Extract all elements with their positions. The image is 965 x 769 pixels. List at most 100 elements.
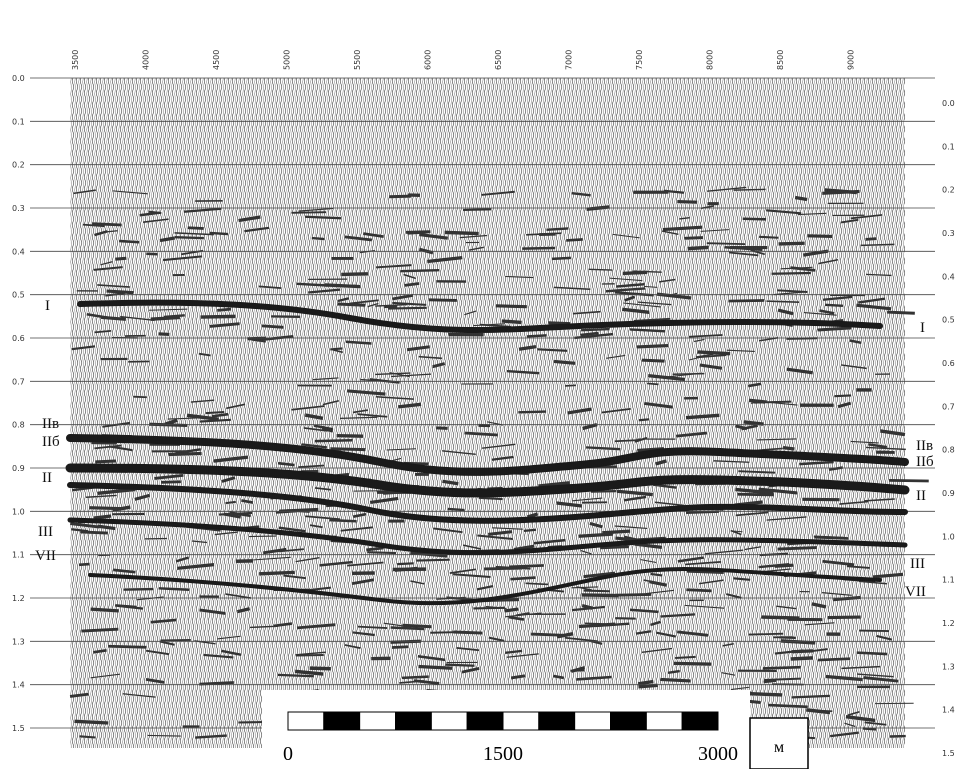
wiggle	[660, 679, 690, 680]
trace-number: 5500	[353, 50, 362, 70]
trace-number: 5000	[283, 50, 292, 70]
time-label: 0.5	[942, 316, 955, 325]
wiggle	[759, 237, 778, 238]
trace-number: 4500	[212, 50, 221, 70]
wiggle	[887, 312, 915, 313]
wiggle	[860, 244, 894, 245]
wiggle	[330, 348, 342, 349]
scale-label: 1500	[483, 743, 523, 765]
wiggle	[650, 574, 662, 575]
wiggle	[677, 202, 697, 203]
wiggle	[707, 243, 745, 244]
wiggle	[418, 666, 452, 668]
wiggle	[749, 634, 783, 635]
wiggle	[778, 548, 817, 550]
wiggle	[367, 552, 396, 553]
wiggle	[589, 269, 613, 270]
time-label: 0.2	[942, 186, 955, 195]
wiggle	[119, 241, 139, 242]
time-label: 0.3	[942, 229, 955, 238]
horizon-label: I	[920, 320, 925, 336]
wiggle	[511, 676, 525, 678]
wiggle	[80, 532, 108, 533]
wiggle	[859, 631, 889, 632]
wiggle	[463, 209, 491, 210]
horizon-label: III	[38, 524, 53, 540]
time-label: 1.2	[942, 619, 955, 628]
seismic-traces	[70, 78, 905, 748]
time-label: 0.2	[12, 161, 25, 170]
wiggle	[337, 304, 365, 305]
wiggle	[582, 595, 619, 596]
wiggle	[226, 502, 236, 503]
wiggle	[429, 300, 457, 301]
horizon-label: VII	[35, 548, 56, 564]
horizon-label: II	[42, 470, 52, 486]
wiggle	[164, 315, 185, 317]
wiggle	[395, 568, 417, 570]
scale-segment	[682, 712, 718, 730]
wiggle	[175, 237, 204, 238]
wiggle	[764, 681, 777, 682]
scale-segment	[503, 712, 539, 730]
wiggle	[743, 219, 766, 220]
wiggle	[688, 247, 709, 248]
time-label: 1.1	[12, 551, 25, 560]
wiggle	[436, 428, 447, 429]
horizon-label: IIв	[42, 416, 59, 432]
time-label: 0.9	[942, 489, 955, 498]
wiggle	[866, 239, 877, 240]
wiggle	[674, 663, 711, 664]
wiggle	[291, 212, 326, 213]
wiggle	[80, 736, 96, 737]
wiggle	[857, 653, 888, 654]
wiggle	[623, 272, 647, 273]
time-label: 0.0	[942, 99, 955, 108]
wiggle	[417, 560, 450, 561]
wiggle	[115, 258, 126, 259]
wiggle	[552, 258, 571, 259]
wiggle	[108, 646, 146, 647]
wiggle	[312, 238, 325, 239]
wiggle	[389, 196, 411, 197]
scale-label: 3000	[698, 743, 738, 765]
wiggle	[792, 651, 813, 652]
seismic-figure: 0.00.10.20.30.40.50.60.70.80.91.01.11.21…	[0, 0, 965, 769]
time-label: 1.1	[942, 576, 955, 585]
wiggle	[337, 285, 357, 286]
wiggle	[639, 419, 649, 420]
time-label: 1.5	[12, 724, 25, 733]
wiggle	[744, 422, 764, 424]
time-label: 0.6	[12, 334, 25, 343]
time-label: 0.1	[942, 142, 955, 151]
wiggle	[728, 300, 764, 301]
wiggle	[684, 238, 703, 239]
wiggle	[546, 228, 568, 229]
wiggle	[262, 326, 284, 327]
wiggle	[479, 498, 503, 499]
trace-number: 7500	[635, 50, 644, 70]
trace-number: 6000	[424, 50, 433, 70]
time-label: 0.3	[12, 204, 25, 213]
time-label: 0.6	[942, 359, 955, 368]
scale-segment	[611, 712, 647, 730]
wiggle	[79, 564, 90, 565]
time-label: 1.4	[942, 706, 955, 715]
wiggle	[818, 659, 850, 660]
horizon-label: IIб	[916, 454, 934, 470]
wiggle	[92, 224, 122, 225]
horizon-label: VII	[905, 584, 926, 600]
wiggle	[764, 679, 801, 680]
wiggle	[337, 436, 363, 437]
time-label: 1.4	[12, 681, 25, 690]
wiggle	[566, 239, 583, 240]
wiggle	[329, 520, 356, 521]
time-label: 0.7	[12, 377, 25, 386]
wiggle	[783, 448, 794, 449]
wiggle	[453, 632, 482, 633]
time-label: 0.5	[12, 291, 25, 300]
wiggle	[168, 453, 201, 454]
wiggle	[448, 509, 465, 510]
wiggle	[518, 412, 546, 413]
trace-number: 9000	[847, 50, 856, 70]
